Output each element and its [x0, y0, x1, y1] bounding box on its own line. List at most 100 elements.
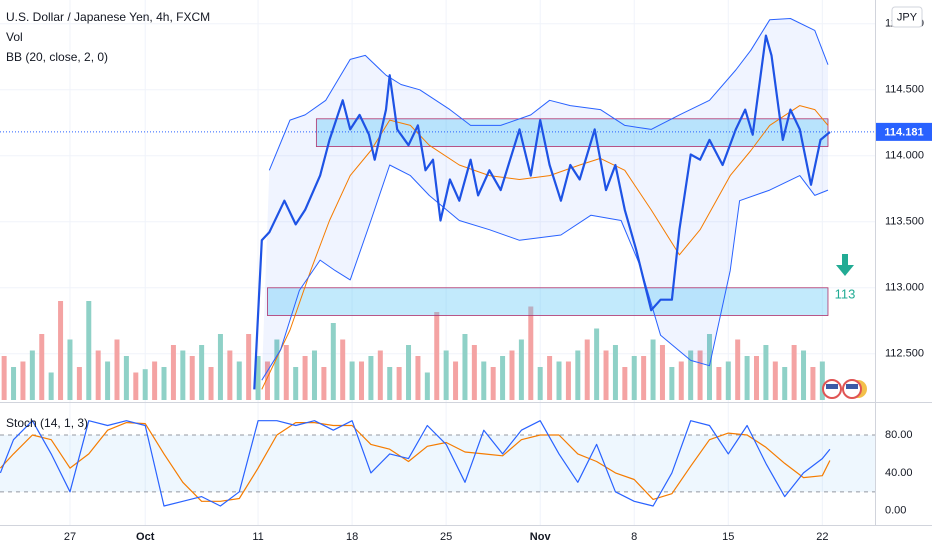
volume-bar — [565, 361, 571, 400]
volume-bar — [819, 361, 825, 400]
volume-bar — [180, 350, 186, 400]
volume-bar — [29, 350, 35, 400]
volume-bar — [246, 334, 252, 400]
volume-bar — [716, 367, 722, 400]
stoch-pane — [0, 420, 875, 507]
volume-bar — [76, 367, 82, 400]
volume-bar — [142, 369, 148, 400]
volume-bar — [424, 372, 430, 400]
volume-bar — [236, 361, 242, 400]
volume-bar — [311, 350, 317, 400]
y-tick-label: 0.00 — [885, 505, 906, 517]
volume-bar — [283, 345, 289, 400]
volume-bar — [669, 367, 675, 400]
y-tick-label: 40.00 — [885, 467, 913, 479]
volume-bar — [490, 367, 496, 400]
volume-bar — [86, 301, 92, 400]
y-tick-label: 113.500 — [885, 216, 924, 228]
volume-bar — [471, 345, 477, 400]
series-line — [261, 164, 829, 381]
volume-bar — [678, 361, 684, 400]
volume-bar — [208, 367, 214, 400]
volume-bar — [782, 367, 788, 400]
y-tick-label: 114.500 — [885, 84, 924, 96]
volume-bar — [725, 361, 731, 400]
volume-bar — [735, 339, 741, 400]
volume-bar — [340, 339, 346, 400]
volume-bar — [114, 339, 120, 400]
y-tick-label: 113.000 — [885, 282, 924, 294]
volume-bar — [650, 339, 656, 400]
currency-label[interactable]: JPY — [897, 11, 918, 23]
volume-bar — [791, 345, 797, 400]
volume-bar — [377, 350, 383, 400]
volume-bar — [396, 367, 402, 400]
volume-bar — [500, 356, 506, 400]
y-tick-label: 112.500 — [885, 348, 924, 360]
volume-bar — [594, 328, 600, 400]
volume-bar — [264, 361, 270, 400]
volume-bar — [584, 339, 590, 400]
volume-bar — [105, 361, 111, 400]
volume-bar — [622, 367, 628, 400]
stoch-legend: Stoch (14, 1, 3) — [6, 416, 88, 430]
volume-bar — [199, 345, 205, 400]
last-price-box — [876, 122, 932, 141]
volume-bar — [754, 356, 760, 400]
volume-bar — [1, 356, 7, 400]
volume-bar — [810, 367, 816, 400]
x-tick-label: Nov — [530, 531, 552, 543]
volume-legend: Vol — [6, 30, 23, 44]
volume-bar — [330, 323, 336, 400]
volume-bar — [161, 367, 167, 400]
volume-bar — [11, 367, 17, 400]
price-pane — [0, 18, 875, 400]
volume-bar — [528, 306, 534, 400]
volume-bar — [481, 361, 487, 400]
chart-title: U.S. Dollar / Japanese Yen, 4h, FXCM — [6, 10, 210, 24]
volume-bar — [659, 345, 665, 400]
volume-bar — [48, 372, 54, 400]
volume-bar — [631, 356, 637, 400]
volume-bar — [744, 356, 750, 400]
volume-bar — [359, 361, 365, 400]
x-tick-label: 15 — [722, 531, 734, 543]
volume-bar — [133, 372, 139, 400]
volume-bar — [321, 367, 327, 400]
band-fill — [0, 434, 875, 492]
x-tick-label: 8 — [631, 531, 637, 543]
volume-bar — [612, 345, 618, 400]
volume-bar — [547, 356, 553, 400]
series-line — [268, 18, 829, 171]
volume-bar — [152, 361, 158, 400]
volume-bar — [772, 361, 778, 400]
volume-bar — [443, 350, 449, 400]
series-line — [253, 34, 831, 390]
volume-bar — [406, 345, 412, 400]
series-line — [0, 420, 831, 507]
volume-bar — [688, 350, 694, 400]
volume-bar — [556, 361, 562, 400]
volume-bar — [255, 356, 261, 400]
currency-box[interactable] — [891, 6, 923, 28]
target-label: 113 — [835, 286, 856, 301]
volume-bar — [509, 350, 515, 400]
volume-bar — [302, 356, 308, 400]
zone — [267, 287, 829, 316]
volume-bar — [434, 312, 440, 400]
x-tick-label: 27 — [64, 531, 76, 543]
volume-bar — [763, 345, 769, 400]
bb-fill — [261, 18, 828, 381]
volume-bar — [123, 356, 129, 400]
y-tick-label: 80.00 — [885, 429, 913, 441]
volume-bar — [189, 356, 195, 400]
volume-bar — [20, 361, 26, 400]
x-tick-label: 18 — [346, 531, 358, 543]
series-line — [261, 105, 829, 390]
volume-bar — [274, 339, 280, 400]
volume-bar — [706, 334, 712, 400]
volume-bar — [368, 356, 374, 400]
volume-bar — [58, 301, 64, 400]
